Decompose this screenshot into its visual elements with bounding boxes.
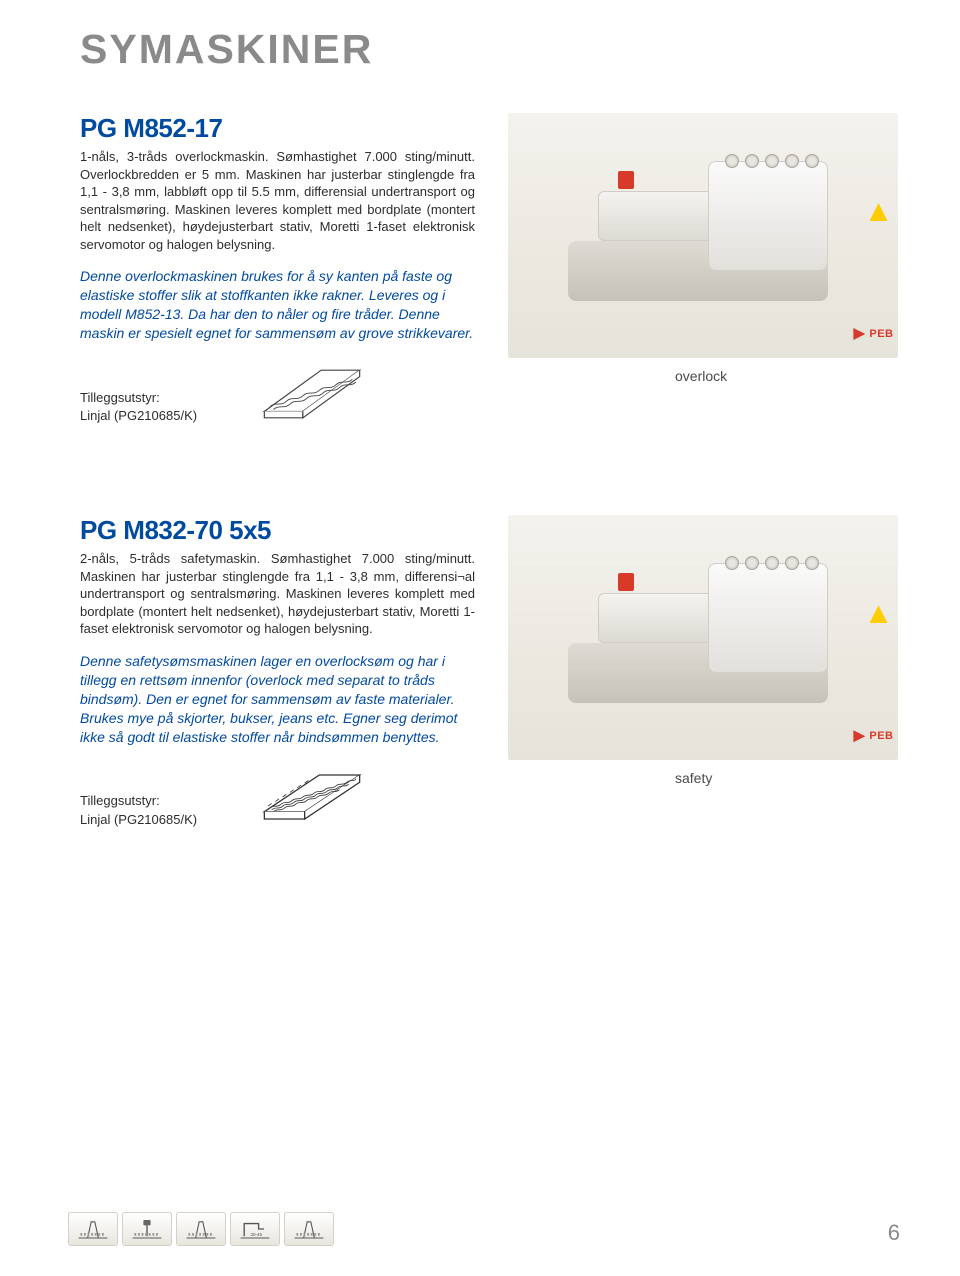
warning-icon [870,605,888,623]
footer-icon-strip: 30-45 [68,1212,334,1246]
accessories-row: Tilleggsutstyr: Linjal (PG210685/K) [80,361,475,425]
red-indicator-icon [618,171,634,189]
footer-icon-5 [284,1212,334,1246]
product-italic: Denne safetysømsmaskinen lager en overlo… [80,652,475,746]
product-heading: PG M852-17 [80,113,475,144]
red-indicator-icon [618,573,634,591]
image-caption: overlock [675,368,727,384]
safety-stitch-icon [257,764,367,828]
product-photo: PEB [508,515,898,760]
page-number: 6 [888,1220,900,1246]
accessories-title: Tilleggsutstyr: [80,389,197,407]
page-title: SYMASKINER [80,26,900,73]
product-body: 2-nåls, 5-tråds safetymaskin. Sømhastigh… [80,550,475,638]
product-block-1: PG M852-17 1-nåls, 3-tråds overlockmaski… [80,113,900,425]
image-caption: safety [675,770,712,786]
brand-mark: PEB [853,328,893,340]
footer-icon-2 [122,1212,172,1246]
accessories-item: Linjal (PG210685/K) [80,407,197,425]
overlock-stitch-icon [257,361,367,425]
accessories-item: Linjal (PG210685/K) [80,811,197,829]
product-body: 1-nåls, 3-tråds overlockmaskin. Sømhasti… [80,148,475,253]
image-column: PEB safety [505,515,900,829]
footer-icon-3 [176,1212,226,1246]
text-column: PG M832-70 5x5 2-nåls, 5-tråds safetymas… [80,515,475,829]
accessories-row: Tilleggsutstyr: Linjal (PG210685/K) [80,764,475,828]
warning-icon [870,203,888,221]
svg-text:30-45: 30-45 [251,1232,263,1237]
accessories-title: Tilleggsutstyr: [80,792,197,810]
product-block-2: PG M832-70 5x5 2-nåls, 5-tråds safetymas… [80,515,900,829]
brand-mark: PEB [853,730,893,742]
product-photo: PEB [508,113,898,358]
product-heading: PG M832-70 5x5 [80,515,475,546]
text-column: PG M852-17 1-nåls, 3-tråds overlockmaski… [80,113,475,425]
product-italic: Denne overlockmaskinen brukes for å sy k… [80,267,475,343]
footer-icon-1 [68,1212,118,1246]
footer-icon-4: 30-45 [230,1212,280,1246]
image-column: PEB overlock [505,113,900,425]
